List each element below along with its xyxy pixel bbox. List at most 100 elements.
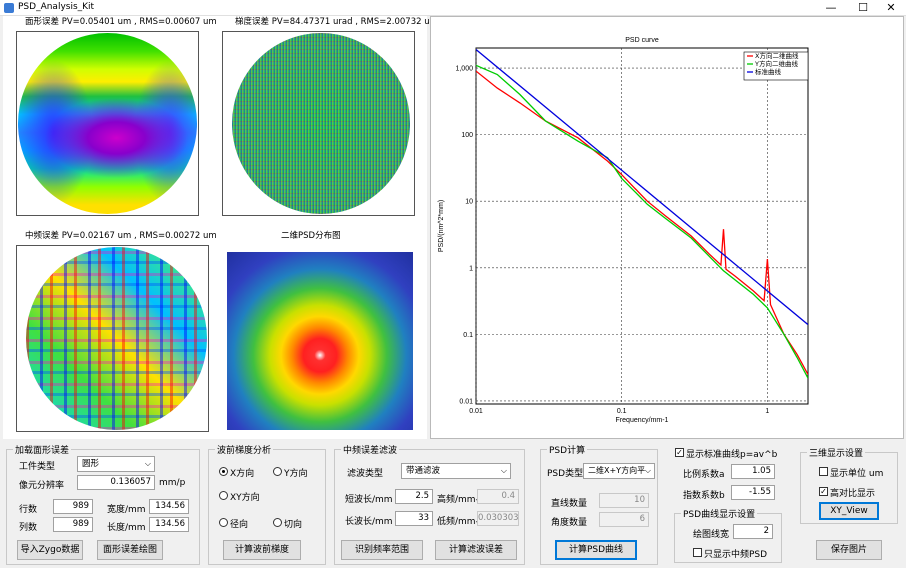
slope-caption: 梯度误差 PV=84.47371 urad , RMS=2.00732 urad (235, 17, 444, 27)
gradient-group: 波前梯度分析 X方向 Y方向 XY方向 径向 切向 计算波前梯度 (208, 443, 326, 565)
y-direction-label: Y方向 (284, 469, 308, 479)
width-label: 宽度/mm (107, 505, 146, 515)
curvedisplay-title: PSD曲线显示设置 (681, 507, 758, 520)
cols-input[interactable]: 989 (53, 517, 93, 532)
display3d-title: 三维显示设置 (807, 446, 866, 459)
long-wave-label: 长波长/mm (345, 517, 393, 527)
legend-label: 标准曲线 (755, 67, 782, 76)
width-input[interactable]: 134.56 (149, 499, 189, 514)
midfilter-group: 中频误差滤波 滤波类型 带通滤波 ⌵ 短波长/mm 2.5 高频/mm-1 0.4… (334, 443, 525, 565)
low-freq-input[interactable]: 0.030303 (477, 511, 519, 526)
show-unit-checkbox[interactable] (819, 467, 828, 476)
y-tick-label: 1,000 (455, 66, 473, 73)
radial-label: 径向 (230, 520, 249, 530)
import-zygo-button[interactable]: 导入Zygo数据 (17, 540, 83, 560)
stdcurve-group: ✓ 显示标准曲线p=av^b 比例系数a 1.05 指数系数b -1.55 (670, 448, 782, 507)
series-line-3 (476, 48, 808, 326)
psd-type-select[interactable]: 二维X+Y方向平 ⌵ (583, 463, 655, 479)
midfilter-title: 中频误差滤波 (341, 443, 400, 456)
mid-only-checkbox[interactable] (693, 548, 702, 557)
surface-plot (16, 31, 199, 216)
radial-radio[interactable] (219, 518, 228, 527)
filter-type-label: 滤波类型 (347, 469, 384, 479)
legend-label: Y方向二维曲线 (754, 59, 798, 68)
window-title: PSD_Analysis_Kit (18, 2, 95, 12)
mid-only-label: 只显示中频PSD (704, 550, 768, 560)
psd-chart: 0.01 0.1 1 0.01 0.1 1 10 100 1,000 PSD curve Frequ… (438, 37, 809, 424)
length-label: 长度/mm (107, 523, 146, 533)
chevron-down-icon: ⌵ (500, 466, 507, 475)
res-input[interactable]: 0.136057 (77, 475, 155, 490)
legend-box (743, 51, 809, 81)
xy-view-button[interactable]: XY_View (819, 502, 879, 520)
load-title: 加载面形误差 (13, 443, 72, 456)
series-line-2 (476, 64, 808, 379)
x-direction-label: X方向 (230, 469, 255, 479)
xy-direction-radio[interactable] (219, 491, 228, 500)
maximize-button[interactable]: ☐ (858, 1, 868, 14)
type-select[interactable]: 圆形 ⌵ (77, 456, 155, 472)
slope-plot (222, 31, 415, 216)
coef-b-label: 指数系数b (683, 491, 725, 501)
filter-type-select[interactable]: 带通滤波 ⌵ (401, 463, 511, 479)
type-value: 圆形 (82, 459, 100, 469)
res-label: 像元分辨率 (19, 481, 65, 491)
y-axis-label: PSD/(nm^2*mm) (438, 200, 445, 252)
x-tick-label: 0.01 (469, 408, 483, 415)
psd2d-caption: 二维PSD分布图 (281, 231, 341, 241)
slope-map (232, 33, 410, 214)
calc-psd-button[interactable]: 计算PSD曲线 (555, 540, 637, 560)
calc-gradient-button[interactable]: 计算波前梯度 (223, 540, 301, 560)
display3d-group: 三维显示设置 显示单位 um ✓ 高对比显示 XY_View (800, 446, 898, 524)
close-button[interactable]: ✕ (886, 1, 896, 14)
coef-b-input[interactable]: -1.55 (731, 485, 775, 500)
identify-range-button[interactable]: 识别频率范围 (341, 540, 423, 560)
y-tick-label: 0.1 (463, 332, 473, 339)
angle-count-input[interactable]: 6 (599, 512, 649, 527)
save-image-button[interactable]: 保存图片 (816, 540, 882, 560)
y-tick-label: 0.01 (459, 398, 473, 405)
rows-input[interactable]: 989 (53, 499, 93, 514)
y-tick-label: 10 (465, 199, 473, 206)
short-wave-input[interactable]: 2.5 (395, 489, 433, 504)
tangential-radio[interactable] (273, 518, 282, 527)
psd-chart-panel: 0.01 0.1 1 0.01 0.1 1 10 100 1,000 PSD curve Frequ… (430, 16, 904, 439)
long-wave-input[interactable]: 33 (395, 511, 433, 526)
angle-count-label: 角度数量 (551, 518, 588, 528)
coef-a-input[interactable]: 1.05 (731, 464, 775, 479)
high-contrast-checkbox[interactable]: ✓ (819, 487, 828, 496)
gradient-title: 波前梯度分析 (215, 443, 274, 456)
line-count-input[interactable]: 10 (599, 493, 649, 508)
line-width-input[interactable]: 2 (733, 524, 773, 539)
rows-label: 行数 (19, 505, 38, 515)
high-freq-label: 高频/mm-1 (437, 495, 485, 505)
surface-plot-button[interactable]: 面形误差绘图 (97, 540, 163, 560)
y-direction-radio[interactable] (273, 467, 282, 476)
psd2d-map (227, 252, 413, 430)
coef-a-label: 比例系数a (683, 470, 725, 480)
show-unit-label: 显示单位 um (830, 469, 884, 479)
cols-label: 列数 (19, 523, 38, 533)
surface-map (18, 33, 197, 214)
xy-direction-label: XY方向 (230, 493, 260, 503)
x-direction-radio[interactable] (219, 467, 228, 476)
y-tick-label: 1 (469, 265, 473, 272)
show-std-curve-label: 显示标准曲线p=av^b (686, 450, 778, 460)
surface-caption: 面形误差 PV=0.05401 um , RMS=0.00607 um (25, 17, 217, 27)
series-line-1 (476, 70, 808, 375)
app-icon (4, 3, 14, 13)
length-input[interactable]: 134.56 (149, 517, 189, 532)
high-contrast-label: 高对比显示 (830, 489, 876, 499)
show-std-curve-checkbox[interactable]: ✓ (675, 448, 684, 457)
y-tick-label: 100 (461, 132, 473, 139)
calc-filter-button[interactable]: 计算滤波误差 (435, 540, 517, 560)
curvedisplay-group: PSD曲线显示设置 绘图线宽 2 只显示中频PSD (674, 507, 782, 563)
short-wave-label: 短波长/mm (345, 495, 393, 505)
res-unit: mm/p (159, 478, 186, 488)
x-axis-label: Frequency/mm-1 (616, 417, 669, 424)
minimize-button[interactable]: — (825, 1, 837, 14)
chart-title: PSD curve (625, 37, 659, 44)
load-group: 加载面形误差 工件类型 圆形 ⌵ 像元分辨率 0.136057 mm/p 行数 9… (6, 443, 200, 565)
line-width-label: 绘图线宽 (693, 530, 730, 540)
high-freq-input[interactable]: 0.4 (477, 489, 519, 504)
